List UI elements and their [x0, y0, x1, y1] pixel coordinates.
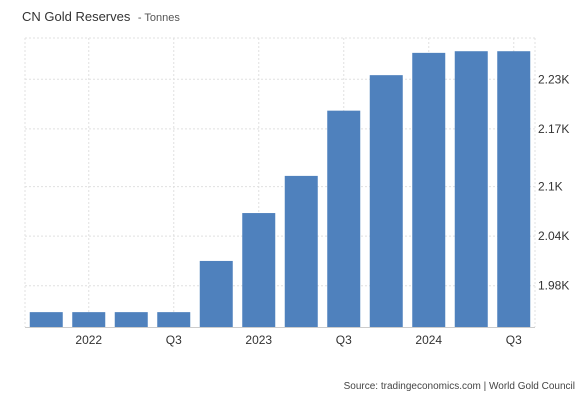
- bar-2022-q1: [72, 312, 106, 327]
- x-tick-label: 2023: [245, 333, 272, 347]
- x-tick-label: Q3: [166, 333, 182, 347]
- x-tick-label: Q3: [506, 333, 522, 347]
- y-tick-label: 1.98K: [538, 279, 569, 293]
- y-tick-label: 2.04K: [538, 229, 569, 243]
- bar-2022-q2: [114, 312, 148, 327]
- bar-2024-q1: [412, 52, 446, 328]
- bar-2024-q3: [497, 51, 531, 328]
- chart-subtitle: - Tonnes: [137, 12, 180, 24]
- x-tick-label: Q3: [336, 333, 352, 347]
- chart-title: CN Gold Reserves: [22, 9, 131, 24]
- bar-2022-q4: [199, 260, 233, 327]
- bar-2022-q3: [157, 312, 191, 327]
- bar-2023-q3: [327, 110, 361, 327]
- x-tick-label: 2022: [75, 333, 102, 347]
- chart-title-block: CN Gold Reserves - Tonnes: [22, 8, 180, 26]
- bar-2021-q4: [29, 312, 63, 327]
- bar-2023-q4: [369, 75, 403, 328]
- bar-2023-q1: [242, 213, 276, 327]
- x-tick-label: 2024: [415, 333, 442, 347]
- y-tick-label: 2.1K: [538, 180, 563, 194]
- source-attribution: Source: tradingeconomics.com | World Gol…: [343, 381, 575, 392]
- y-tick-label: 2.17K: [538, 122, 569, 136]
- bar-2023-q2: [284, 175, 318, 327]
- bar-2024-q2: [454, 51, 488, 328]
- y-tick-label: 2.23K: [538, 72, 569, 86]
